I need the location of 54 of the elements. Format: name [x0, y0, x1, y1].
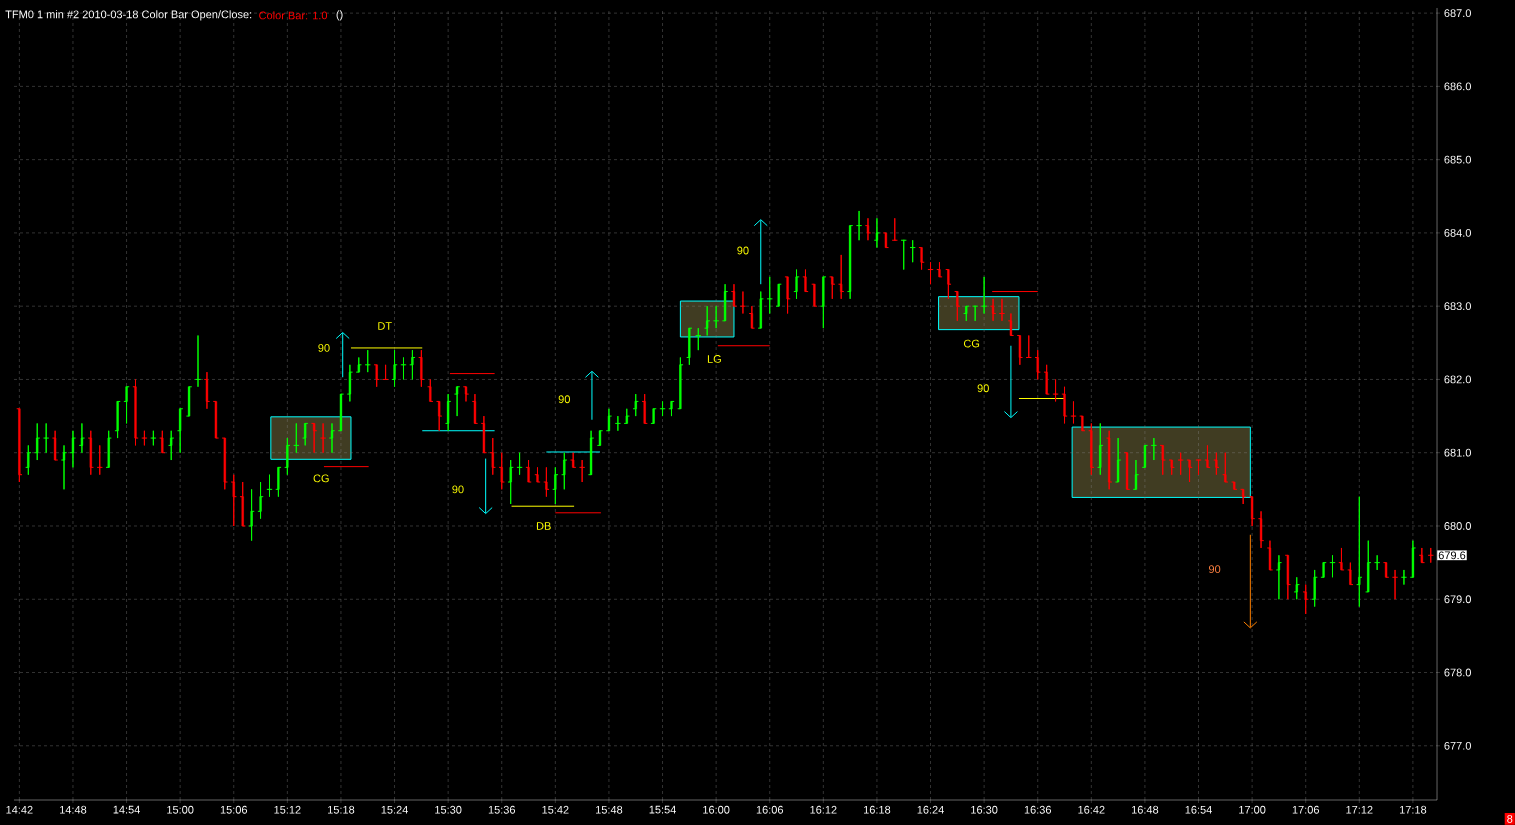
x-tick-label: 16:12: [810, 805, 837, 814]
x-tick-label: 15:06: [220, 805, 248, 814]
x-tick-label: 16:42: [1078, 805, 1105, 814]
y-tick-label: 682.0: [1444, 375, 1471, 384]
x-tick-label: 17:12: [1346, 805, 1373, 814]
annotation: 90: [977, 384, 989, 393]
y-tick-label: 680.0: [1444, 522, 1471, 530]
x-tick-label: 15:36: [488, 805, 516, 814]
x-tick-label: 15:30: [435, 805, 462, 814]
chart-subtitle: Color Bar: 1.0: [259, 11, 328, 20]
x-tick-label: 14:42: [6, 805, 33, 814]
y-tick-label: 686.0: [1444, 82, 1471, 91]
x-tick-label: 16:48: [1131, 805, 1159, 814]
x-tick-label: 16:00: [703, 805, 730, 814]
x-tick-label: 16:06: [756, 805, 784, 814]
x-tick-label: 16:24: [917, 805, 944, 814]
x-tick-label: 15:54: [649, 805, 676, 814]
y-tick-label: 679.0: [1444, 595, 1471, 604]
y-tick-label: 677.0: [1444, 741, 1471, 750]
y-tick-label: 685.0: [1444, 155, 1471, 164]
annotation: DB: [536, 522, 551, 530]
x-tick-label: 16:30: [971, 805, 998, 814]
chart-title: TFM0 1 min #2 2010-03-18 Color Bar Open/Close:: [5, 10, 252, 21]
x-tick-label: 15:00: [167, 805, 194, 814]
annotation: CG: [313, 474, 329, 483]
annotation: (): [336, 10, 343, 21]
x-tick-label: 14:54: [113, 805, 140, 814]
annotation: DT: [378, 322, 392, 330]
x-tick-label: 16:54: [1185, 805, 1212, 814]
x-tick-label: 17:06: [1292, 805, 1319, 814]
annotation: 90: [1208, 565, 1221, 574]
x-tick-label: 15:42: [542, 805, 569, 814]
annotation: 90: [558, 395, 570, 404]
annotation: CG: [963, 339, 980, 348]
annotation: LG: [707, 355, 721, 363]
x-tick-label: 17:18: [1399, 805, 1427, 814]
x-tick-label: 15:48: [596, 805, 623, 814]
annotation: 90: [452, 485, 464, 494]
y-tick-label: 681.0: [1444, 448, 1471, 457]
y-tick-label: 678.0: [1444, 668, 1471, 677]
x-tick-label: 16:36: [1024, 805, 1051, 814]
y-tick-label: 684.0: [1444, 229, 1471, 237]
annotation: 679.6: [1438, 551, 1466, 560]
x-tick-label: 16:18: [864, 805, 891, 814]
x-tick-label: 15:18: [328, 805, 355, 814]
text: 8: [1507, 815, 1513, 823]
y-tick-label: 687.0: [1444, 9, 1471, 18]
annotation: 90: [737, 246, 749, 255]
x-tick-label: 15:12: [274, 805, 301, 814]
x-tick-label: 17:00: [1239, 805, 1266, 814]
x-tick-label: 15:24: [381, 805, 408, 814]
y-tick-label: 683.0: [1444, 302, 1471, 311]
annotation: 90: [318, 344, 330, 352]
x-tick-label: 14:48: [60, 805, 87, 814]
